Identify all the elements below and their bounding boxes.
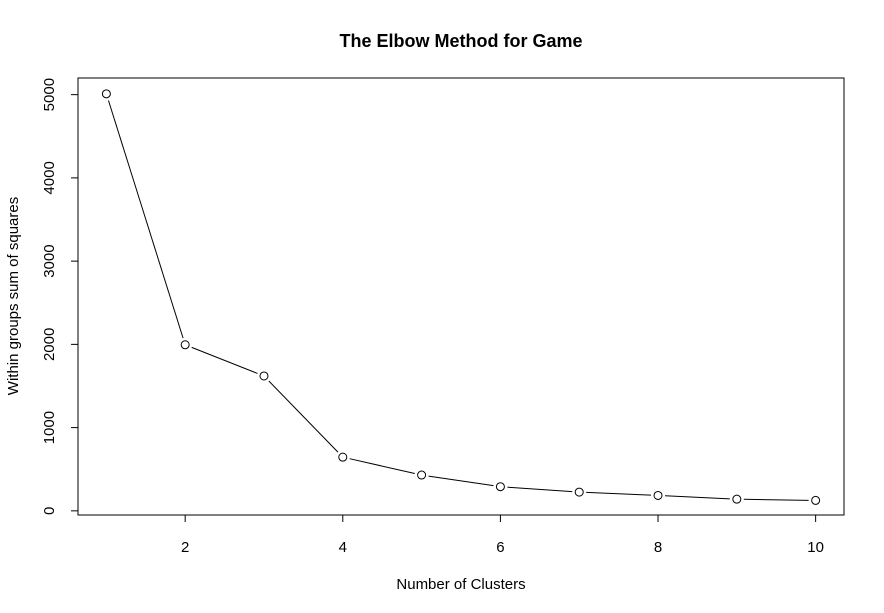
data-point	[417, 470, 427, 480]
data-point	[259, 371, 269, 381]
y-tick-label: 4000	[41, 161, 58, 194]
x-tick-label: 6	[496, 539, 504, 556]
y-tick-label: 2000	[41, 328, 58, 361]
data-point	[180, 340, 190, 350]
chart-title: The Elbow Method for Game	[339, 31, 582, 51]
y-tick-label: 0	[41, 507, 58, 515]
x-axis-label: Number of Clusters	[396, 576, 525, 593]
x-tick-label: 10	[807, 539, 824, 556]
series-line-segment	[268, 380, 339, 453]
series-line-segment	[507, 486, 573, 493]
x-tick-label: 2	[181, 539, 189, 556]
y-axis-label: Within groups sum of squares	[5, 197, 22, 395]
y-axis: 0 1000 2000 3000 4000 5000	[41, 78, 79, 515]
series-line-segment	[107, 100, 184, 339]
data-point	[653, 490, 663, 500]
series-line-segment	[349, 458, 415, 474]
series-line-segment	[743, 498, 809, 501]
data-point	[811, 495, 821, 505]
series-line-segment	[428, 475, 494, 487]
data-point	[574, 487, 584, 497]
data-point	[338, 452, 348, 462]
data-point	[101, 89, 111, 99]
y-tick-label: 3000	[41, 244, 58, 277]
y-tick-label: 1000	[41, 411, 58, 444]
x-tick-label: 4	[339, 539, 347, 556]
series-line-segment	[191, 346, 258, 374]
x-tick-label: 8	[654, 539, 662, 556]
series-line-segment	[664, 495, 730, 500]
series-group	[101, 89, 821, 505]
y-tick-label: 5000	[41, 78, 58, 111]
x-axis: 2 4 6 8 10	[181, 514, 824, 556]
series-line-segment	[586, 491, 652, 496]
data-point	[495, 482, 505, 492]
data-point	[732, 494, 742, 504]
